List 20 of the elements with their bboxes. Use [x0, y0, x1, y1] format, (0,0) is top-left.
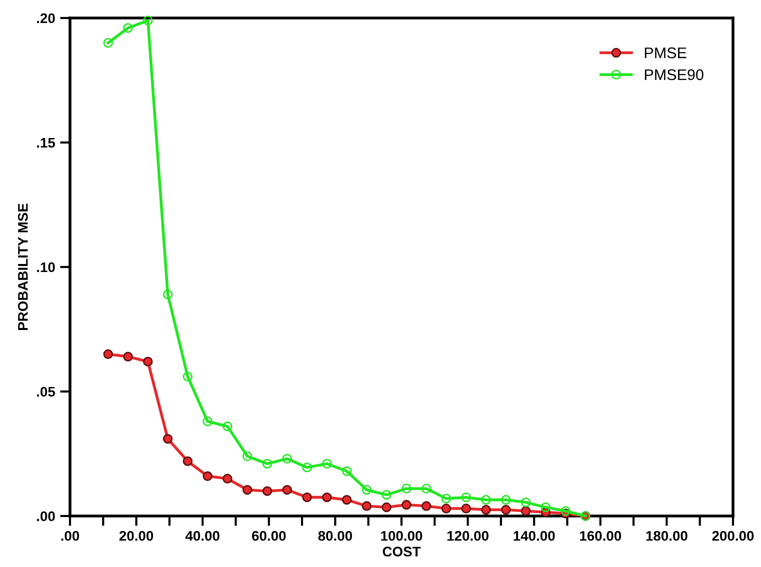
legend-label: PMSE90: [644, 69, 704, 80]
x-tick-label: .00: [61, 530, 80, 541]
y-tick-label: .20: [37, 13, 55, 24]
x-tick-label: 100.00: [381, 530, 422, 541]
legend-label: PMSE: [644, 47, 686, 58]
x-tick-label: 160.00: [580, 530, 622, 541]
x-tick-label: 180.00: [646, 530, 688, 541]
x-tick-label: 120.00: [447, 530, 488, 541]
x-axis-title: COST: [382, 546, 421, 557]
x-tick-label: 200.00: [712, 530, 754, 541]
y-tick-label: .00: [37, 511, 55, 522]
x-tick-label: 20.00: [119, 530, 154, 541]
x-tick-label: 40.00: [185, 530, 220, 541]
y-axis-title: PROBABILITY MSE: [18, 204, 28, 330]
y-tick-label: .05: [37, 386, 56, 397]
y-tick-label: .10: [37, 262, 55, 272]
y-tick-label: .15: [37, 138, 56, 148]
x-tick-label: 80.00: [318, 530, 352, 541]
x-tick-label: 60.00: [252, 530, 286, 541]
x-tick-label: 140.00: [514, 530, 555, 541]
